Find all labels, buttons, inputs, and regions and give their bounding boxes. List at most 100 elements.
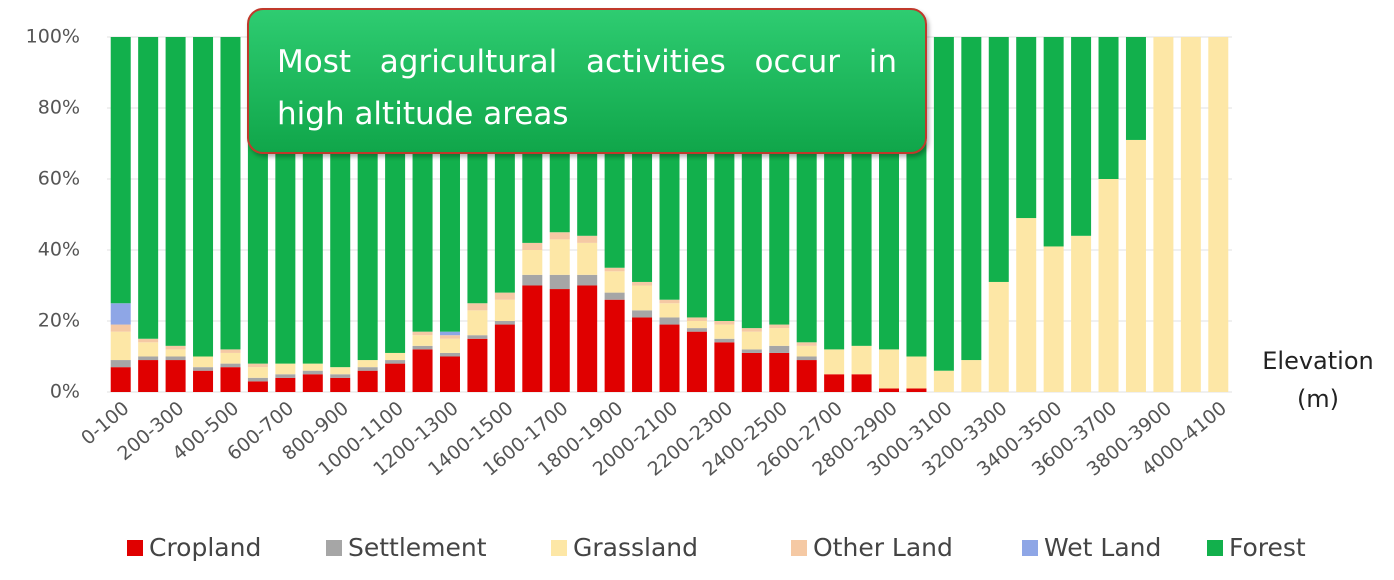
bar-segment bbox=[659, 317, 680, 325]
bar-segment bbox=[439, 352, 460, 357]
bar-segment bbox=[439, 331, 460, 336]
bar-segment bbox=[330, 374, 351, 378]
bar-segment bbox=[988, 281, 1009, 392]
legend-label: Forest bbox=[1229, 533, 1306, 562]
bar-segment bbox=[357, 370, 378, 392]
bar-segment bbox=[632, 285, 653, 311]
bar-segment bbox=[385, 360, 406, 364]
bar-segment bbox=[302, 363, 323, 371]
bar-segment bbox=[1125, 139, 1146, 392]
bar-segment bbox=[961, 360, 982, 392]
bar-segment bbox=[879, 349, 900, 389]
bar-segment bbox=[165, 349, 186, 357]
bar-segment bbox=[138, 342, 159, 357]
bar-segment bbox=[110, 37, 131, 304]
bar-segment bbox=[494, 324, 515, 392]
bar-segment bbox=[220, 37, 241, 350]
y-tick-label: 60% bbox=[38, 168, 80, 190]
bar-segment bbox=[330, 377, 351, 392]
bar-segment bbox=[193, 356, 214, 368]
y-tick-label: 20% bbox=[38, 310, 80, 332]
bar-segment bbox=[769, 352, 790, 392]
bar-segment bbox=[632, 310, 653, 318]
bar-segment bbox=[632, 317, 653, 392]
bar-segment bbox=[604, 292, 625, 300]
bar-segment bbox=[741, 331, 762, 350]
bar-segment bbox=[138, 37, 159, 339]
bar-segment bbox=[769, 324, 790, 329]
bar-segment bbox=[330, 367, 351, 375]
legend-swatch bbox=[1022, 540, 1038, 556]
bar-segment bbox=[933, 37, 954, 371]
bar-segment bbox=[1180, 37, 1201, 392]
bar-segment bbox=[741, 352, 762, 392]
bar-segment bbox=[385, 352, 406, 361]
bar-segment bbox=[714, 321, 735, 325]
bar-segment bbox=[604, 299, 625, 392]
legend-label: Wet Land bbox=[1044, 533, 1161, 562]
bar-segment bbox=[357, 367, 378, 371]
bar-segment bbox=[906, 356, 927, 389]
legend-label: Grassland bbox=[573, 533, 698, 562]
bar-segment bbox=[769, 345, 790, 353]
bar-segment bbox=[110, 360, 131, 368]
x-axis-label: Elevation (m) bbox=[1262, 347, 1374, 413]
bar-segment bbox=[686, 328, 707, 332]
bar-segment bbox=[1071, 235, 1092, 392]
bar-segment bbox=[686, 317, 707, 321]
legend-swatch bbox=[127, 540, 143, 556]
bar-segment bbox=[961, 37, 982, 361]
bar-segment bbox=[467, 303, 488, 311]
bar-segment bbox=[686, 331, 707, 392]
bar-segment bbox=[412, 349, 433, 392]
bar-segment bbox=[632, 281, 653, 286]
bar-segment bbox=[741, 349, 762, 353]
bar-segment bbox=[165, 356, 186, 361]
bar-segment bbox=[110, 303, 131, 325]
bar-segment bbox=[796, 356, 817, 361]
bar-segment bbox=[1043, 37, 1064, 247]
bar-segment bbox=[1043, 246, 1064, 392]
bar-segment bbox=[824, 374, 845, 392]
bar-segment bbox=[110, 331, 131, 361]
bar-segment bbox=[577, 235, 598, 243]
bar-segment bbox=[714, 324, 735, 339]
legend-label: Cropland bbox=[149, 533, 261, 562]
bar-segment bbox=[412, 331, 433, 336]
bar-segment bbox=[165, 345, 186, 350]
bar-segment bbox=[193, 367, 214, 371]
bar-segment bbox=[1016, 218, 1037, 392]
bar-segment bbox=[193, 370, 214, 392]
bar-segment bbox=[577, 242, 598, 275]
bar-segment bbox=[604, 267, 625, 272]
bar-segment bbox=[220, 349, 241, 353]
bar-segment bbox=[302, 370, 323, 375]
bar-segment bbox=[247, 367, 268, 378]
bar-segment bbox=[1071, 37, 1092, 236]
bar-segment bbox=[686, 321, 707, 329]
bar-segment bbox=[467, 310, 488, 336]
bar-segment bbox=[138, 338, 159, 343]
bar-segment bbox=[302, 374, 323, 392]
bar-segment bbox=[659, 324, 680, 392]
legend-swatch bbox=[551, 540, 567, 556]
bar-segment bbox=[357, 360, 378, 368]
bar-segment bbox=[659, 299, 680, 304]
bar-segment bbox=[494, 299, 515, 321]
bar-segment bbox=[879, 388, 900, 392]
legend-swatch bbox=[791, 540, 807, 556]
bar-segment bbox=[522, 285, 543, 392]
bar-segment bbox=[412, 345, 433, 350]
bar-segment bbox=[165, 360, 186, 392]
bar-segment bbox=[988, 37, 1009, 282]
bar-segment bbox=[494, 292, 515, 300]
bar-segment bbox=[549, 239, 570, 275]
bar-segment bbox=[110, 367, 131, 392]
bar-segment bbox=[549, 232, 570, 240]
bar-segment bbox=[1098, 37, 1119, 179]
bar-segment bbox=[193, 37, 214, 357]
bar-segment bbox=[138, 356, 159, 361]
bar-segment bbox=[577, 285, 598, 392]
bar-segment bbox=[494, 321, 515, 325]
